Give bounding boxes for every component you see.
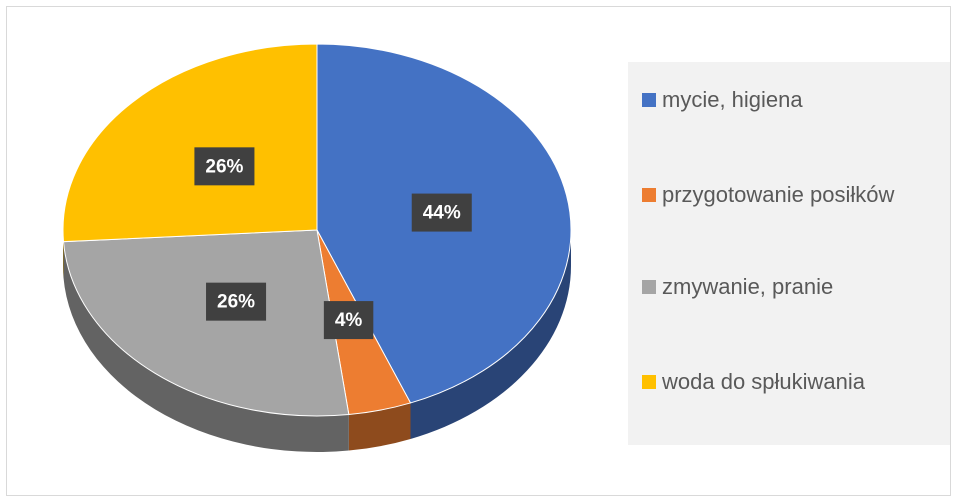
data-label: 4% [323,301,374,340]
data-label-box [206,282,267,321]
legend-item: przygotowanie posiłków [642,174,932,216]
data-label-text: 44% [423,203,461,224]
pie-side [63,241,349,452]
legend-item: mycie, higiena [642,79,932,121]
pie-slice [62,229,350,417]
legend-label: przygotowanie posiłków [662,182,895,207]
data-label-box [194,147,255,186]
pie-side [348,402,411,451]
pie-side [410,230,571,439]
legend-item: woda do spłukiwania [642,361,932,403]
data-label-text: 26% [217,292,255,313]
legend-item: zmywanie, pranie [642,266,932,308]
chart-border [6,6,951,496]
data-label-box [411,193,472,232]
data-label: 26% [206,282,267,321]
legend-label: zmywanie, pranie [662,274,834,299]
legend: mycie, higiena przygotowanie posiłków zmyw… [628,62,950,445]
legend-swatch [642,375,656,389]
data-label-text: 26% [205,156,243,177]
data-label: 26% [194,147,255,186]
data-label: 44% [411,193,472,232]
legend-label: mycie, higiena [662,87,803,112]
legend-swatch [642,93,656,107]
data-label-box [323,301,374,340]
pie-slice [62,43,318,243]
legend-label: woda do spłukiwania [662,369,866,394]
data-label-text: 4% [335,310,363,331]
legend-swatch [642,188,656,202]
legend-swatch [642,280,656,294]
